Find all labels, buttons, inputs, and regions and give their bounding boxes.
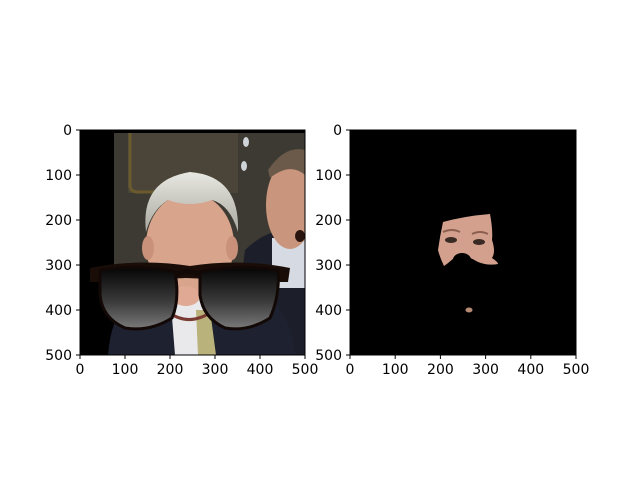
photo-man-nose [172, 286, 200, 306]
mask-left-eye [445, 237, 457, 243]
x-tick-label: 100 [112, 362, 139, 378]
photo-man-tie [196, 310, 216, 355]
photo-man-ear [226, 236, 238, 260]
x-tick-label: 300 [472, 362, 499, 378]
y-tick-label: 500 [315, 348, 342, 364]
y-tick-label: 0 [63, 123, 72, 139]
photo-lamp [241, 161, 247, 171]
y-tick-label: 100 [45, 168, 72, 184]
mask-nose-cutout [453, 253, 471, 267]
x-tick-label: 300 [202, 362, 229, 378]
y-tick-label: 400 [45, 303, 72, 319]
mask-face-region [438, 214, 498, 266]
mask-axes-frame [349, 129, 577, 356]
x-tick-label: 200 [157, 362, 184, 378]
photo-content [90, 133, 305, 355]
sunglasses-bridge [173, 269, 202, 278]
mask-right-eye [473, 239, 485, 245]
mask-chin-spot [465, 307, 473, 313]
y-tick-label: 200 [45, 213, 72, 229]
photo-background-man-face [266, 161, 305, 249]
sunglasses-icon [90, 262, 290, 331]
photo-axes-frame [79, 129, 306, 356]
photo-background-man-mouth [295, 230, 305, 242]
x-tick-label: 400 [247, 362, 274, 378]
mask-content [438, 214, 498, 313]
y-tick-label: 400 [315, 303, 342, 319]
photo-lamp [243, 137, 249, 147]
x-tick-label: 400 [517, 362, 544, 378]
x-tick-label: 0 [76, 362, 85, 378]
mask-brow [442, 229, 461, 233]
x-tick-label: 200 [427, 362, 454, 378]
mask-brow [471, 231, 489, 235]
sunglasses-left-lens [98, 265, 179, 331]
x-tick-label: 500 [292, 362, 319, 378]
photo-man-ear [142, 236, 154, 260]
y-tick-label: 300 [315, 258, 342, 274]
y-tick-label: 500 [45, 348, 72, 364]
photo-frame-trim [128, 133, 160, 194]
y-tick-label: 200 [315, 213, 342, 229]
photo-background-man-hair [268, 149, 305, 178]
y-tick-label: 300 [45, 258, 72, 274]
y-tick-label: 100 [315, 168, 342, 184]
x-tick-label: 100 [382, 362, 409, 378]
sunglasses-right-lens [198, 265, 280, 331]
photo-man-hair [145, 172, 239, 232]
x-tick-label: 500 [563, 362, 590, 378]
x-tick-label: 0 [346, 362, 355, 378]
y-tick-label: 0 [333, 123, 342, 139]
